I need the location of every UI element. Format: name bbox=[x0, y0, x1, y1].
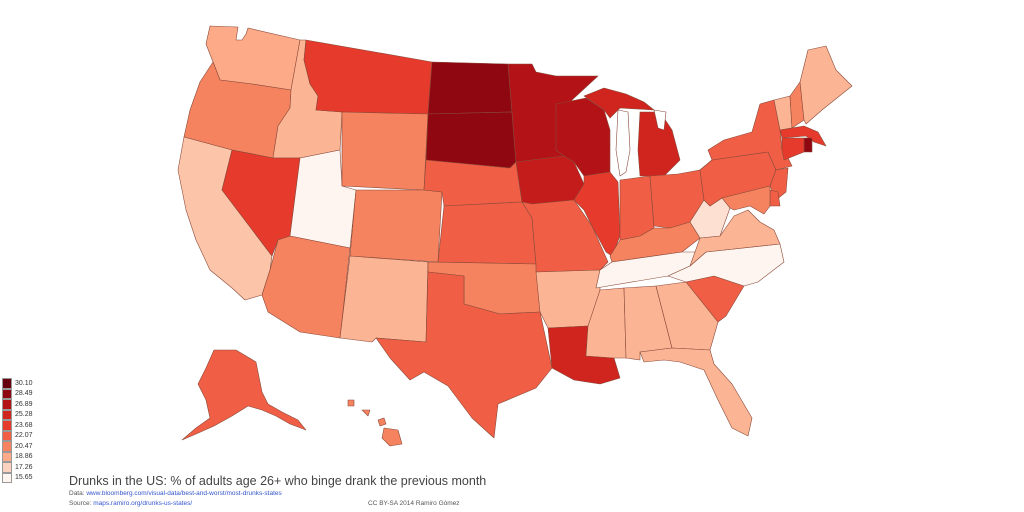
legend-swatch bbox=[2, 378, 12, 389]
state-KS bbox=[437, 201, 537, 265]
legend-label: 30.10 bbox=[15, 379, 33, 387]
state-TX bbox=[375, 271, 553, 439]
legend-item: 30.10 bbox=[2, 378, 62, 389]
legend-swatch bbox=[2, 430, 12, 441]
legend-swatch bbox=[2, 441, 12, 452]
legend-label: 26.89 bbox=[15, 400, 33, 408]
legend: 30.10 28.49 26.89 25.28 23.68 22.07 20.47 18.86… bbox=[2, 378, 62, 483]
state-MD bbox=[721, 185, 771, 215]
state-MA bbox=[779, 125, 827, 147]
legend-item: 17.26 bbox=[2, 462, 62, 473]
legend-label: 25.28 bbox=[15, 411, 33, 419]
legend-label: 20.47 bbox=[15, 442, 33, 450]
legend-swatch bbox=[2, 472, 12, 483]
legend-item: 23.68 bbox=[2, 420, 62, 431]
state-IN bbox=[619, 175, 655, 241]
legend-item: 25.28 bbox=[2, 409, 62, 420]
legend-swatch bbox=[2, 462, 12, 473]
legend-item: 20.47 bbox=[2, 441, 62, 452]
legend-item: 26.89 bbox=[2, 399, 62, 410]
legend-label: 22.07 bbox=[15, 432, 33, 440]
state-WY bbox=[341, 111, 429, 191]
legend-label: 15.65 bbox=[15, 474, 33, 482]
data-credit-prefix: Data: bbox=[69, 490, 87, 497]
legend-swatch bbox=[2, 409, 12, 420]
state-CT bbox=[781, 137, 805, 161]
source-link[interactable]: maps.ramiro.org/drunks-us-states/ bbox=[93, 500, 193, 507]
state-MT bbox=[303, 39, 433, 115]
state-FL bbox=[639, 347, 753, 437]
source-credit-prefix: Source: bbox=[69, 500, 94, 507]
state-ND bbox=[427, 61, 513, 115]
map-title: Drunks in the US: % of adults age 26+ wh… bbox=[69, 474, 487, 488]
legend-item: 28.49 bbox=[2, 388, 62, 399]
state-IL bbox=[573, 171, 621, 257]
source-credit: Source: maps.ramiro.org/drunks-us-states… bbox=[69, 500, 192, 507]
legend-swatch bbox=[2, 420, 12, 431]
lake-michigan bbox=[615, 109, 631, 177]
legend-swatch bbox=[2, 451, 12, 462]
legend-item: 15.65 bbox=[2, 472, 62, 483]
state-AZ bbox=[261, 235, 351, 339]
data-credit: Data: www.bloomberg.com/visual-data/best… bbox=[69, 490, 282, 497]
license-text: CC BY-SA 2014 Ramiro Gómez bbox=[368, 500, 460, 507]
legend-label: 18.86 bbox=[15, 453, 33, 461]
state-GA bbox=[655, 281, 719, 351]
state-AK bbox=[181, 349, 307, 441]
state-NM bbox=[339, 255, 429, 343]
legend-item: 18.86 bbox=[2, 451, 62, 462]
state-MO bbox=[521, 199, 609, 273]
state-CO bbox=[349, 189, 443, 263]
state-IA bbox=[515, 155, 585, 205]
legend-item: 22.07 bbox=[2, 430, 62, 441]
lake-huron bbox=[653, 109, 667, 131]
legend-label: 17.26 bbox=[15, 463, 33, 471]
legend-label: 23.68 bbox=[15, 421, 33, 429]
state-SD bbox=[425, 111, 517, 169]
legend-swatch bbox=[2, 399, 12, 410]
state-HI bbox=[347, 399, 403, 447]
legend-label: 28.49 bbox=[15, 390, 33, 398]
state-ME bbox=[799, 45, 853, 125]
data-link[interactable]: www.bloomberg.com/visual-data/best-and-w… bbox=[86, 490, 282, 497]
state-RI bbox=[803, 137, 813, 153]
legend-swatch bbox=[2, 388, 12, 399]
